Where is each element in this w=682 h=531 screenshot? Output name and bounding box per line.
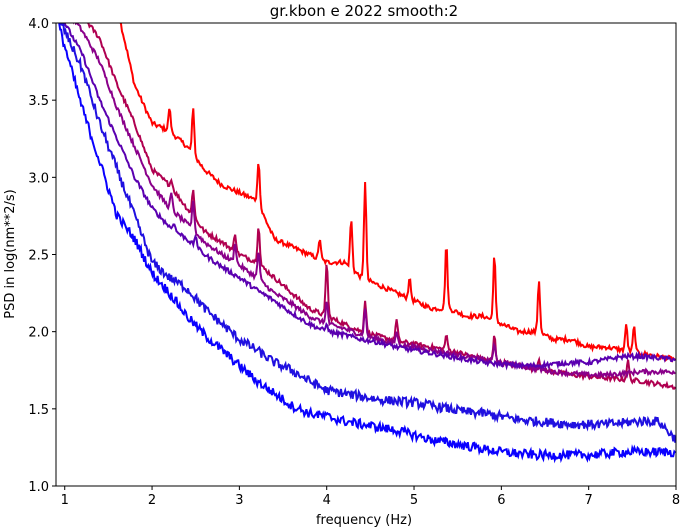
x-tick-label: 3 — [235, 493, 243, 508]
x-tick-label: 1 — [61, 493, 69, 508]
x-tick-label: 4 — [323, 493, 331, 508]
x-tick-label: 2 — [148, 493, 156, 508]
y-tick-label: 2.5 — [28, 249, 49, 264]
y-tick-label: 2.0 — [28, 326, 49, 341]
chart-title: gr.kbon e 2022 smooth:2 — [270, 2, 458, 20]
x-tick-label: 6 — [497, 493, 505, 508]
y-tick-label: 4.0 — [28, 17, 49, 32]
y-tick-label: 3.0 — [28, 171, 49, 186]
x-tick-label: 5 — [410, 493, 418, 508]
y-axis-ticks: 1.0 1.5 2.0 2.5 3.0 3.5 4.0 — [28, 17, 56, 495]
series-line-3 — [73, 23, 676, 379]
x-tick-label: 8 — [672, 493, 680, 508]
plot-area: 1 2 3 4 5 6 7 8 1.0 1.5 2.0 2.5 3.0 3.5 4.0 — [28, 17, 680, 508]
series-line-4 — [63, 23, 676, 371]
series-line-5 — [59, 23, 676, 443]
y-tick-label: 1.0 — [28, 480, 49, 495]
series-line-6 — [57, 23, 676, 464]
x-tick-label: 7 — [585, 493, 593, 508]
x-axis-label: frequency (Hz) — [316, 513, 412, 528]
series-line-1 — [119, 23, 676, 363]
series-layer — [57, 23, 676, 464]
y-tick-label: 1.5 — [28, 403, 49, 418]
y-tick-label: 3.5 — [28, 94, 49, 109]
x-axis-ticks: 1 2 3 4 5 6 7 8 — [61, 486, 680, 508]
y-axis-label: PSD in log(nm**2/s) — [3, 189, 18, 319]
